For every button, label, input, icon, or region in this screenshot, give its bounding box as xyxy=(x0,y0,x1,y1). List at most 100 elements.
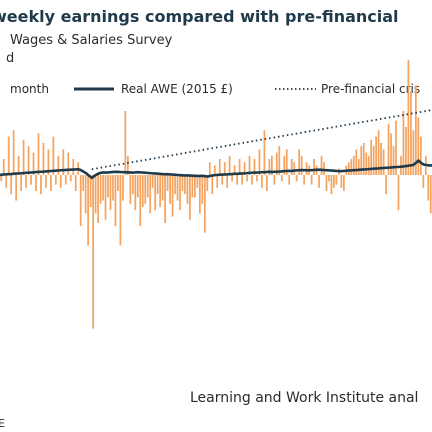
bar xyxy=(45,175,47,188)
bar xyxy=(355,149,358,175)
bar xyxy=(79,175,82,227)
bar xyxy=(129,175,132,204)
bar xyxy=(290,159,293,175)
bar xyxy=(253,159,256,175)
bar xyxy=(0,175,3,182)
bar xyxy=(94,175,97,214)
bar xyxy=(112,175,114,201)
bar xyxy=(241,175,243,185)
bar xyxy=(124,111,127,175)
bar xyxy=(429,175,432,214)
legend-label-pre-crisis: Pre-financial cris xyxy=(321,82,420,96)
bar xyxy=(236,175,238,185)
bar xyxy=(216,175,219,188)
bar xyxy=(407,59,410,175)
bar xyxy=(30,175,32,185)
legend: month Real AWE (2015 £) Pre-financial cr… xyxy=(10,82,420,96)
bar xyxy=(82,175,85,191)
bar xyxy=(37,133,40,175)
bar xyxy=(176,175,179,201)
bar xyxy=(330,175,333,195)
bar xyxy=(313,159,315,175)
bar xyxy=(87,175,90,246)
bar xyxy=(380,143,382,175)
bar xyxy=(146,175,149,198)
bar xyxy=(10,175,13,195)
bar xyxy=(251,175,253,185)
bar xyxy=(181,175,184,191)
bar xyxy=(352,155,355,175)
bar xyxy=(243,162,246,175)
bar xyxy=(256,175,258,182)
bar xyxy=(347,162,350,175)
bar xyxy=(427,175,430,201)
bar xyxy=(392,146,395,175)
bar xyxy=(362,143,365,175)
bar xyxy=(131,175,134,195)
bar xyxy=(275,152,278,175)
bar xyxy=(57,155,60,175)
bar xyxy=(107,175,109,198)
bar xyxy=(179,175,181,211)
bar xyxy=(285,149,288,175)
bar xyxy=(258,149,261,175)
bar xyxy=(382,149,385,175)
bar xyxy=(370,139,373,175)
bar xyxy=(59,175,62,188)
bar xyxy=(114,175,117,227)
bar xyxy=(213,165,216,175)
bar xyxy=(89,175,92,207)
bar xyxy=(325,175,328,191)
bar xyxy=(40,175,42,195)
bar xyxy=(141,175,144,207)
bar xyxy=(139,175,142,227)
bar xyxy=(203,175,206,233)
bar xyxy=(25,175,27,188)
bar xyxy=(151,175,154,188)
bar xyxy=(27,146,30,175)
bar xyxy=(246,175,248,182)
bar xyxy=(280,175,283,182)
legend-label-real-awe: Real AWE (2015 £) xyxy=(121,82,233,96)
bar xyxy=(295,175,298,182)
bar xyxy=(400,155,402,175)
bar xyxy=(333,175,335,188)
bar xyxy=(198,175,201,214)
bar xyxy=(104,175,107,220)
bar xyxy=(184,175,186,195)
bar xyxy=(201,175,204,204)
bar xyxy=(340,175,343,188)
bar xyxy=(99,175,102,204)
bar xyxy=(196,175,199,188)
bar xyxy=(397,175,400,211)
bar xyxy=(350,159,353,175)
bar xyxy=(273,175,276,185)
bar xyxy=(92,175,94,329)
bar xyxy=(74,175,77,191)
bar xyxy=(266,175,268,191)
bar xyxy=(342,175,345,191)
bar xyxy=(261,175,263,188)
bar xyxy=(52,136,55,175)
bar xyxy=(50,175,52,191)
bar xyxy=(191,175,194,198)
bar xyxy=(320,155,323,175)
bar xyxy=(414,85,417,175)
bar xyxy=(12,130,15,175)
bar xyxy=(300,155,303,175)
bar xyxy=(126,155,129,175)
bar-series xyxy=(0,59,432,329)
bar xyxy=(335,175,338,185)
bar xyxy=(154,175,157,211)
bar xyxy=(412,130,415,175)
plot-area xyxy=(0,59,432,329)
bar xyxy=(134,175,137,211)
bar xyxy=(283,155,286,175)
bar xyxy=(405,127,407,175)
bar xyxy=(15,175,18,201)
bar xyxy=(410,91,412,175)
bar xyxy=(310,175,313,185)
bar xyxy=(161,175,164,201)
bar xyxy=(365,152,368,175)
